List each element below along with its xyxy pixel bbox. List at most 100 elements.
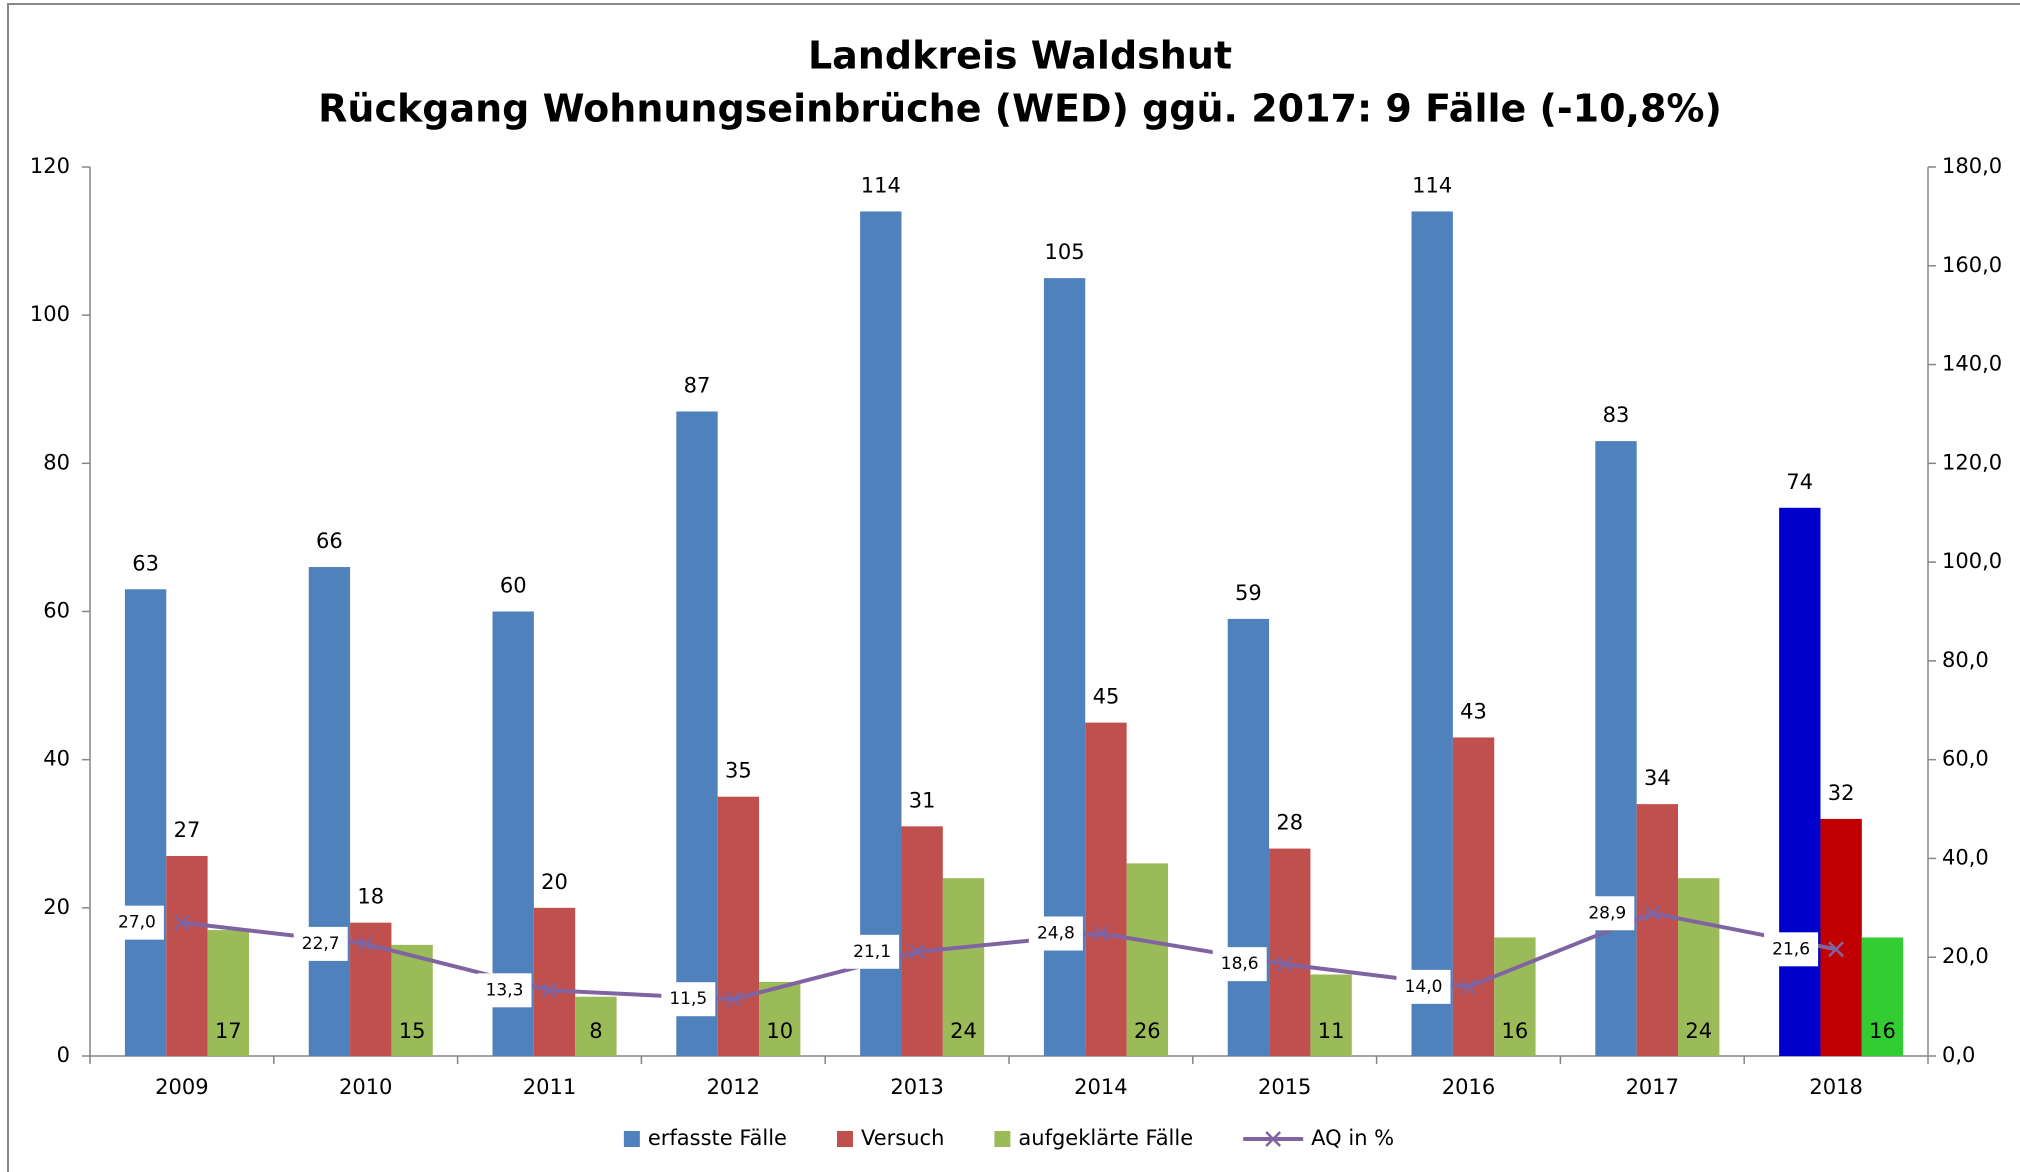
data-label: 32 bbox=[1828, 781, 1855, 805]
data-label: 28 bbox=[1276, 811, 1303, 835]
legend-label: AQ in % bbox=[1311, 1126, 1394, 1150]
data-label: 27,0 bbox=[118, 913, 156, 933]
bar bbox=[942, 878, 985, 1056]
data-label: 20 bbox=[541, 870, 568, 894]
bar bbox=[676, 411, 718, 1057]
bar bbox=[1636, 804, 1679, 1056]
data-label-box bbox=[293, 926, 348, 961]
data-label: 18 bbox=[357, 885, 384, 909]
data-label: 114 bbox=[861, 173, 901, 197]
y-tick-label: 80 bbox=[43, 450, 70, 474]
data-label: 63 bbox=[132, 551, 159, 575]
data-label: 11,5 bbox=[669, 989, 707, 1009]
data-label: 83 bbox=[1603, 403, 1630, 427]
x-tick-label: 2011 bbox=[523, 1075, 576, 1099]
data-label: 24 bbox=[1685, 1019, 1712, 1043]
data-label: 11 bbox=[1318, 1019, 1345, 1043]
data-label: 35 bbox=[725, 759, 752, 783]
bar bbox=[1310, 974, 1352, 1056]
y2-tick-label: 0,0 bbox=[1942, 1043, 1975, 1067]
bar bbox=[166, 855, 208, 1056]
data-label: 16 bbox=[1869, 1019, 1896, 1043]
data-label-box bbox=[1212, 947, 1267, 982]
line-marker bbox=[357, 936, 374, 952]
y-tick-label: 60 bbox=[43, 599, 70, 623]
data-label-box bbox=[661, 982, 716, 1017]
legend-swatch bbox=[994, 1131, 1011, 1147]
legend-label: Versuch bbox=[861, 1126, 944, 1150]
y2-tick-label: 20,0 bbox=[1942, 944, 1989, 968]
data-label: 15 bbox=[399, 1019, 426, 1043]
bar bbox=[1085, 722, 1127, 1056]
bar bbox=[1595, 441, 1637, 1056]
legend-swatch bbox=[836, 1131, 853, 1147]
x-tick-label: 2014 bbox=[1074, 1075, 1127, 1099]
bar bbox=[759, 981, 801, 1056]
y2-tick-label: 60,0 bbox=[1942, 747, 1989, 771]
y2-tick-label: 140,0 bbox=[1942, 352, 2002, 376]
bar bbox=[1494, 937, 1536, 1056]
x-tick-label: 2009 bbox=[155, 1075, 208, 1099]
data-label: 22,7 bbox=[302, 934, 340, 954]
data-label: 105 bbox=[1045, 240, 1085, 264]
line-marker bbox=[1828, 941, 1844, 958]
data-label-box bbox=[1580, 896, 1635, 931]
bar bbox=[207, 930, 249, 1056]
x-tick-label: 2012 bbox=[707, 1075, 760, 1099]
data-label: 26 bbox=[1134, 1019, 1161, 1043]
data-label: 24,8 bbox=[1037, 924, 1075, 944]
data-label: 14,0 bbox=[1405, 977, 1443, 997]
data-label: 21,6 bbox=[1772, 939, 1810, 959]
data-label: 17 bbox=[215, 1019, 242, 1043]
data-label: 60 bbox=[500, 574, 527, 598]
x-tick-label: 2016 bbox=[1442, 1075, 1495, 1099]
line-marker bbox=[725, 991, 742, 1008]
bar bbox=[1269, 848, 1311, 1056]
data-label: 24 bbox=[950, 1019, 977, 1043]
y-tick-label: 120 bbox=[30, 154, 70, 178]
data-label-box bbox=[845, 934, 900, 969]
bar bbox=[1779, 507, 1821, 1056]
data-label: 28,9 bbox=[1588, 903, 1626, 923]
data-label: 34 bbox=[1644, 766, 1671, 790]
data-label: 13,3 bbox=[486, 980, 524, 1000]
legend-label: erfasste Fälle bbox=[648, 1126, 787, 1150]
bar bbox=[1678, 878, 1720, 1056]
y2-tick-label: 120,0 bbox=[1942, 450, 2002, 474]
chart-subtitle: Rückgang Wohnungseinbrüche (WED) ggü. 20… bbox=[318, 87, 1722, 131]
y2-tick-label: 180,0 bbox=[1942, 154, 2002, 178]
bar bbox=[860, 211, 902, 1056]
data-label: 74 bbox=[1786, 470, 1813, 494]
data-label-box bbox=[477, 973, 532, 1008]
bar bbox=[1861, 937, 1904, 1056]
bar bbox=[1820, 818, 1862, 1056]
x-tick-label: 2010 bbox=[339, 1075, 392, 1099]
data-label-box bbox=[1764, 932, 1819, 967]
bar bbox=[717, 796, 760, 1056]
bar bbox=[575, 996, 617, 1056]
line-marker bbox=[909, 943, 925, 960]
y-tick-label: 40 bbox=[43, 747, 70, 771]
data-label: 43 bbox=[1460, 699, 1487, 723]
x-tick-label: 2017 bbox=[1626, 1075, 1679, 1099]
y-tick-label: 20 bbox=[43, 895, 70, 919]
chart-title: Landkreis Waldshut bbox=[808, 34, 1232, 78]
x-tick-label: 2013 bbox=[890, 1075, 943, 1099]
data-label: 8 bbox=[589, 1019, 602, 1043]
y2-tick-label: 80,0 bbox=[1942, 648, 1989, 672]
data-label: 21,1 bbox=[853, 942, 891, 962]
line-marker bbox=[541, 982, 558, 999]
data-label: 27 bbox=[174, 818, 201, 842]
data-label: 16 bbox=[1502, 1019, 1529, 1043]
data-label: 114 bbox=[1412, 173, 1452, 197]
y2-tick-label: 40,0 bbox=[1942, 845, 1989, 869]
y-tick-label: 100 bbox=[30, 302, 70, 326]
legend-swatch bbox=[623, 1131, 640, 1147]
line bbox=[181, 911, 1837, 1002]
data-label: 59 bbox=[1235, 581, 1262, 605]
bar bbox=[1411, 211, 1453, 1056]
data-label-box bbox=[109, 905, 164, 940]
bar bbox=[308, 567, 351, 1056]
